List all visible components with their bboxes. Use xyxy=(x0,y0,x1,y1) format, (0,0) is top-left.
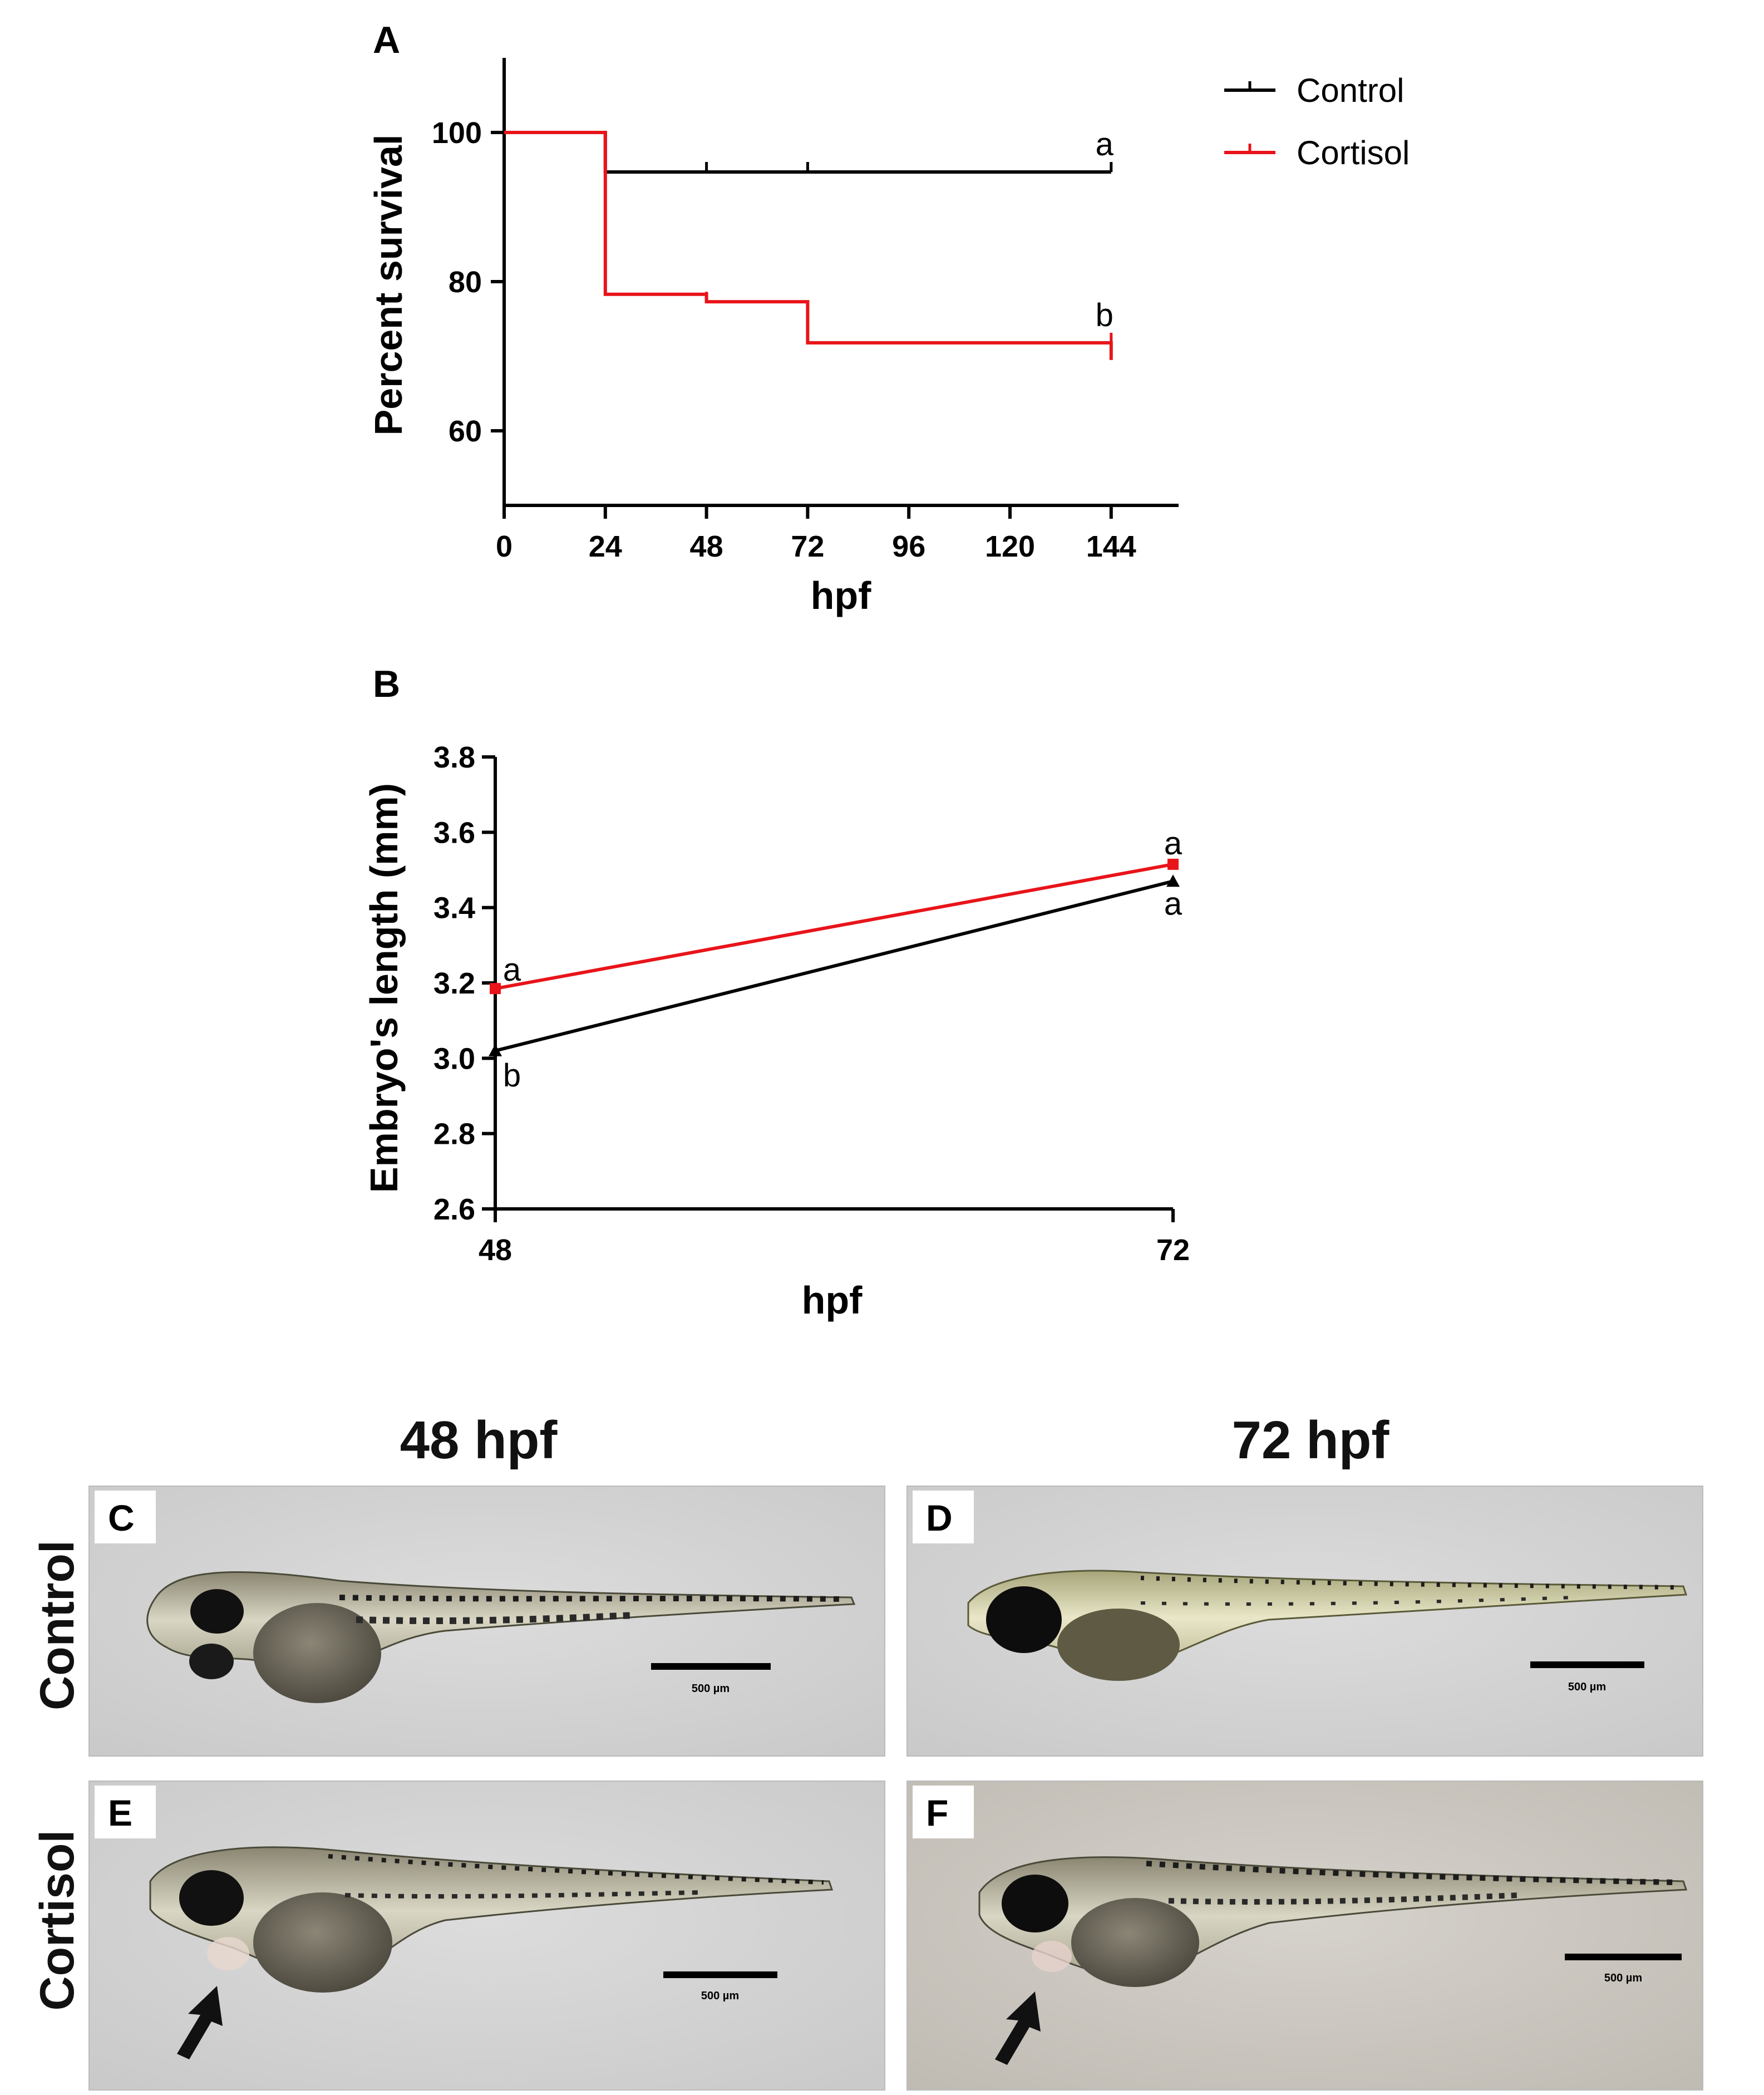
panel-a-x-tick-label: 120 xyxy=(985,530,1035,563)
panel-b-series-line-cortisol xyxy=(495,862,1174,991)
row-label-cortisol: Cortisol xyxy=(31,1830,84,2011)
panel-b-y-tick-label: 3.2 xyxy=(433,967,475,1000)
panel-a-y-tick-label: 100 xyxy=(432,116,482,150)
panel-a-x-tick-label: 72 xyxy=(791,530,824,563)
panel-a-x-tick-label: 96 xyxy=(892,530,925,563)
panel-b-y-tick-label: 2.8 xyxy=(433,1118,475,1151)
panel-b-y-tick-label: 3.4 xyxy=(433,892,475,925)
photo-e-scale-label: 500 µm xyxy=(701,1990,739,2002)
photo-d-letter-box xyxy=(913,1491,974,1543)
arrow-e xyxy=(177,1986,223,2059)
photo-e: E 500 µm xyxy=(88,1781,885,2091)
panel-b-significance-label: a xyxy=(1164,886,1182,922)
panel-a-y-tick-label: 60 xyxy=(449,415,482,448)
embryo-photo-grid: 48 hpf 72 hpf Control Cortisol C 500 µm xyxy=(31,1410,1703,2091)
panel-b-x-tick-label: 48 xyxy=(479,1233,512,1267)
embryo-c xyxy=(146,1571,856,1703)
arrow-f xyxy=(995,1991,1041,2065)
panel-a-letter: A xyxy=(373,19,400,61)
photo-c-letter: C xyxy=(108,1497,135,1538)
panel-b-significance-label: a xyxy=(503,952,521,988)
photo-c-letter-box xyxy=(95,1491,156,1543)
panel-a-series: ab xyxy=(504,126,1114,360)
photo-f: F 500 µm xyxy=(906,1781,1703,2091)
panel-b-point-control xyxy=(1166,874,1180,887)
panel-b-y-tick-label: 2.6 xyxy=(433,1193,475,1226)
photo-c-scale-bar xyxy=(651,1663,771,1670)
photo-d-scale-label: 500 µm xyxy=(1568,1681,1606,1693)
row-label-control: Control xyxy=(31,1540,84,1710)
photo-f-scale-bar xyxy=(1565,1954,1682,1960)
embryo-e xyxy=(149,1846,834,1993)
embryo-f xyxy=(978,1856,1688,1987)
photo-f-letter-box xyxy=(913,1786,974,1838)
panel-a-significance-cortisol: b xyxy=(1096,297,1113,333)
panel-b-letter: B xyxy=(373,663,400,705)
photo-d-scale-bar xyxy=(1530,1661,1644,1668)
panel-b-significance-label: a xyxy=(1164,825,1182,862)
panel-b-y-tick-label: 3.0 xyxy=(433,1042,475,1075)
panel-b-significance-label: b xyxy=(503,1058,521,1094)
photo-f-letter: F xyxy=(926,1792,948,1833)
panel-b-y-tick-label: 3.8 xyxy=(433,741,475,774)
panel-a-legend: Control Cortisol xyxy=(1224,72,1410,171)
photo-d-letter: D xyxy=(926,1497,953,1538)
panel-a-x-tick-label: 144 xyxy=(1086,530,1136,563)
photo-c-scale-label: 500 µm xyxy=(692,1683,730,1695)
legend-label-cortisol: Cortisol xyxy=(1297,134,1410,171)
panel-b-point-cortisol xyxy=(1167,858,1179,870)
panel-b-x-axis-label: hpf xyxy=(802,1278,863,1322)
photo-f-scale-label: 500 µm xyxy=(1604,1972,1642,1984)
photo-e-letter: E xyxy=(108,1792,132,1833)
photo-d: D 500 µm xyxy=(906,1486,1703,1757)
panel-b-y-axis-label: Embryo's length (mm) xyxy=(362,783,406,1193)
col-title-72hpf: 72 hpf xyxy=(1232,1410,1390,1470)
panel-b-ticks: 48 72 2.6 2.8 3.0 3.2 3.4 3.6 3.8 xyxy=(433,741,1190,1267)
panel-a-significance-control: a xyxy=(1096,126,1114,163)
panel-b-point-control xyxy=(489,1044,502,1056)
photo-e-scale-bar xyxy=(663,1971,777,1978)
legend-label-control: Control xyxy=(1297,72,1404,109)
panel-a-x-axis-label: hpf xyxy=(811,574,872,617)
panel-b-x-tick-label: 72 xyxy=(1156,1233,1190,1267)
panel-a-x-tick-label: 24 xyxy=(589,530,622,563)
panel-a-y-tick-label: 80 xyxy=(449,265,482,299)
panel-b-axes xyxy=(494,757,1173,1211)
panel-b-y-tick-label: 3.6 xyxy=(433,816,475,849)
panel-a-ticks: 0 24 48 72 96 120 144 60 80 100 xyxy=(432,116,1136,563)
photo-c: C 500 µm xyxy=(88,1486,885,1757)
photo-e-letter-box xyxy=(95,1786,156,1838)
panel-b-point-cortisol xyxy=(490,983,501,995)
col-title-48hpf: 48 hpf xyxy=(400,1410,558,1470)
embryo-d xyxy=(967,1570,1688,1681)
panel-a-x-tick-label: 0 xyxy=(496,530,513,563)
panel-a-y-axis-label: Percent survival xyxy=(367,135,410,436)
panel-a-x-tick-label: 48 xyxy=(690,530,723,563)
panel-b-series-line-control xyxy=(495,879,1174,1053)
